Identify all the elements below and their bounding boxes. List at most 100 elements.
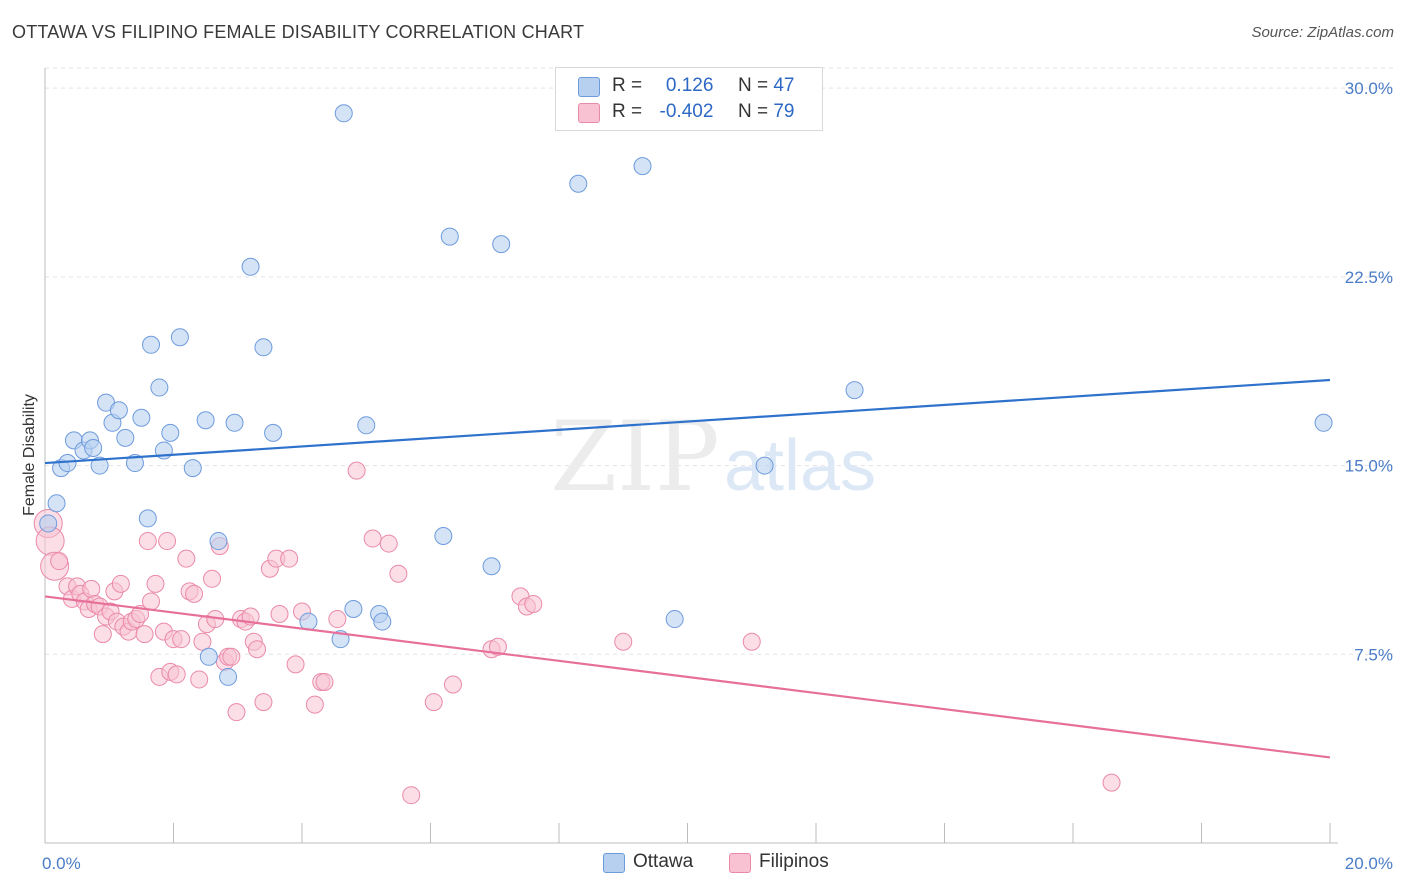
filipinos-point	[315, 672, 334, 691]
filipinos-point	[172, 630, 191, 649]
filipinos-trend-line	[44, 595, 1331, 759]
filipinos-point	[305, 695, 324, 714]
filipinos-point	[402, 786, 421, 805]
filipinos-point	[190, 670, 209, 689]
filipinos-point	[158, 532, 177, 551]
filipinos-point	[742, 632, 761, 651]
y-tick-label: 22.5%	[1345, 268, 1393, 287]
filipinos-point	[328, 610, 347, 629]
filipinos-point	[167, 665, 186, 684]
filipinos-point	[142, 592, 161, 611]
filipinos-point	[248, 640, 267, 659]
ottawa-points	[39, 104, 1333, 686]
watermark: ZIP atlas	[550, 401, 876, 513]
filipinos-point	[203, 569, 222, 588]
ottawa-swatch	[578, 77, 600, 97]
ottawa-point	[492, 235, 511, 254]
filipinos-point	[524, 594, 543, 613]
filipinos-point	[111, 574, 130, 593]
ottawa-point	[84, 438, 103, 457]
stats-legend: R = 0.126 N = 47 R = -0.402 N = 79	[555, 67, 823, 131]
filipinos-point	[363, 529, 382, 548]
filipinos-point	[185, 584, 204, 603]
ottawa-point	[196, 411, 215, 430]
ottawa-trend-line	[44, 378, 1331, 465]
ottawa-point	[199, 647, 218, 666]
chart-title: OTTAWA VS FILIPINO FEMALE DISABILITY COR…	[12, 22, 585, 42]
x-tick-label: 20.0%	[1345, 854, 1393, 873]
filipinos-point	[146, 574, 165, 593]
ottawa-point	[132, 408, 151, 427]
filipinos-point	[193, 632, 212, 651]
ottawa-point	[125, 454, 144, 473]
filipinos-point	[389, 564, 408, 583]
legend-n-label: N =	[737, 101, 769, 122]
legend-r-label: R =	[612, 75, 643, 96]
source-label: Source: ZipAtlas.com	[1251, 24, 1394, 41]
y-tick-labels: 7.5% 15.0% 22.5% 30.0%	[1345, 79, 1393, 664]
ottawa-point	[39, 514, 58, 533]
filipinos-point	[347, 461, 366, 480]
ottawa-point	[264, 423, 283, 442]
legend-r-value: -0.402	[659, 101, 714, 122]
y-tick-label: 30.0%	[1345, 79, 1393, 98]
ottawa-point	[357, 416, 376, 435]
ottawa-point	[755, 456, 774, 475]
x-tick-label: 0.0%	[42, 854, 81, 873]
grid-lines	[45, 67, 1395, 655]
ottawa-point	[440, 227, 459, 246]
ottawa-point	[109, 401, 128, 420]
filipinos-point	[82, 579, 101, 598]
axes	[44, 68, 1338, 844]
legend-n-value: 79	[773, 101, 795, 122]
filipinos-point	[614, 632, 633, 651]
ottawa-point	[373, 612, 392, 631]
y-tick-label: 7.5%	[1354, 645, 1393, 664]
ottawa-point	[116, 428, 135, 447]
ottawa-point	[90, 456, 109, 475]
filipinos-point	[424, 693, 443, 712]
ottawa-point	[150, 378, 169, 397]
ottawa-point	[142, 335, 161, 354]
ottawa-point	[161, 423, 180, 442]
ottawa-point	[225, 413, 244, 432]
trend-lines	[44, 378, 1331, 759]
ottawa-point	[254, 338, 273, 357]
ottawa-point	[1314, 413, 1333, 432]
ottawa-legend-swatch	[603, 853, 625, 873]
filipinos-point	[286, 655, 305, 674]
filipinos-swatch	[578, 103, 600, 123]
legend-n-label: N =	[737, 75, 769, 96]
filipinos-point	[443, 675, 462, 694]
filipinos-points	[33, 461, 1121, 805]
filipinos-point	[488, 637, 507, 656]
ottawa-point	[209, 532, 228, 551]
ottawa-point	[299, 612, 318, 631]
filipinos-legend-label: Filipinos	[759, 851, 829, 872]
filipinos-point	[222, 647, 241, 666]
filipinos-point	[135, 625, 154, 644]
watermark-zip: ZIP	[550, 401, 719, 513]
ottawa-point	[170, 328, 189, 347]
ottawa-point	[47, 494, 66, 513]
filipinos-legend-swatch	[729, 853, 751, 873]
ottawa-point	[569, 174, 588, 193]
legend-n-value: 47	[773, 75, 795, 96]
ottawa-point	[241, 257, 260, 276]
ottawa-point	[845, 381, 864, 400]
filipinos-point	[254, 693, 273, 712]
filipinos-point	[93, 625, 112, 644]
filipinos-point	[227, 703, 246, 722]
ottawa-point	[482, 557, 501, 576]
filipinos-point	[379, 534, 398, 553]
ottawa-point	[434, 527, 453, 546]
ottawa-point	[219, 667, 238, 686]
ottawa-point	[334, 104, 353, 123]
filipinos-point	[270, 605, 289, 624]
filipinos-point	[280, 549, 299, 568]
ottawa-point	[183, 459, 202, 478]
ottawa-point	[138, 509, 157, 528]
ottawa-point	[633, 157, 652, 176]
ottawa-point	[344, 599, 363, 618]
